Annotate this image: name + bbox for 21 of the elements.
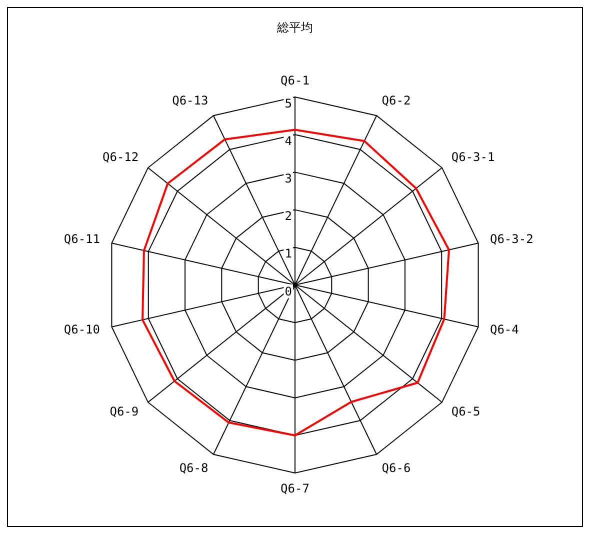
spoke-label: Q6-10 — [64, 322, 100, 337]
spoke-label: Q6-7 — [280, 481, 310, 496]
spoke-label: Q6-5 — [451, 404, 480, 418]
y-tick-label: 3 — [284, 171, 292, 186]
y-tick-label: 5 — [284, 96, 292, 110]
y-tick-label: 1 — [284, 246, 292, 261]
spoke-label: Q6-1 — [280, 73, 310, 88]
spoke-label: Q6-13 — [172, 93, 208, 108]
spoke-label: Q6-8 — [179, 461, 208, 476]
spoke-label: Q6-12 — [102, 150, 139, 164]
spoke-label: Q6-9 — [110, 404, 139, 418]
y-tick-label: 0 — [284, 284, 292, 298]
spoke-label: Q6-2 — [382, 93, 411, 108]
spoke-label: Q6-3-1 — [451, 150, 495, 164]
y-tick-label: 2 — [284, 209, 292, 224]
spoke-label: Q6-6 — [382, 461, 411, 476]
chart-title: 総平均 — [276, 20, 313, 34]
spoke-label: Q6-4 — [490, 322, 519, 337]
spoke-label: Q6-3-2 — [490, 232, 534, 246]
spoke-label: Q6-11 — [64, 232, 100, 246]
y-tick-label: 4 — [284, 134, 292, 148]
